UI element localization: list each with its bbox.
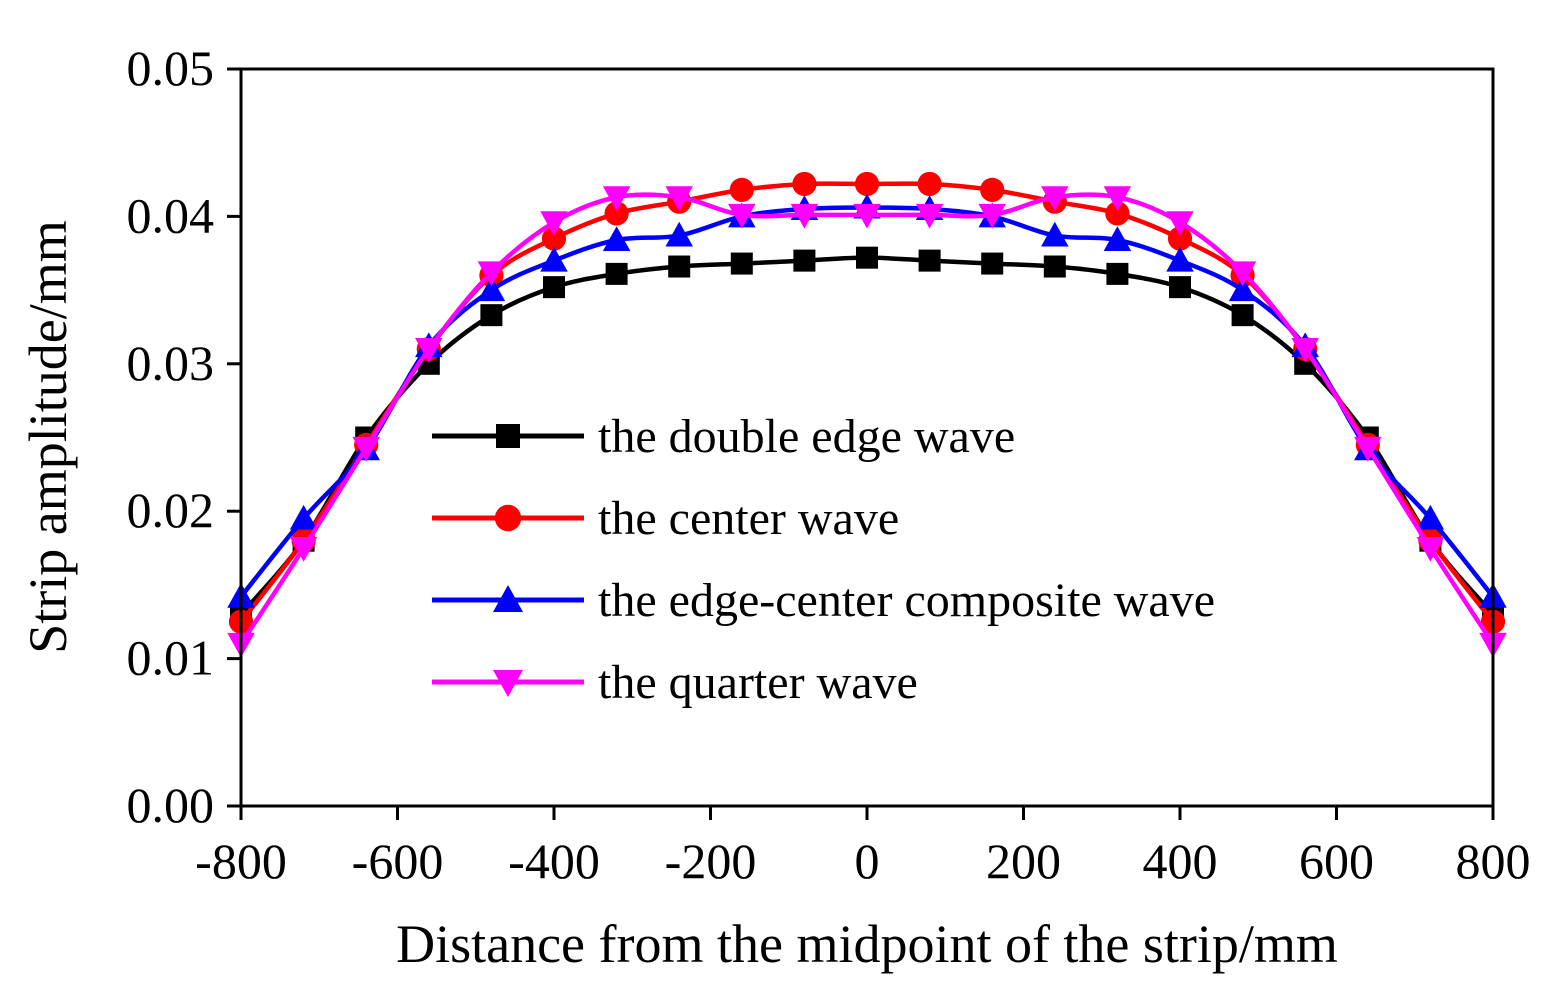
series-2-point-6 [541,226,567,251]
series-1-point-13 [981,252,1004,275]
series-1-point-12 [918,249,941,272]
series-4-point-10 [790,203,819,229]
series-3-point-8 [665,221,693,247]
series-4-point-15 [1103,186,1132,211]
series-2-point-7 [604,201,629,226]
series-3-point-5 [477,276,506,302]
x-tick-label-5: 0 [855,833,880,889]
series-1 [230,246,1504,626]
series-3-point-7 [602,226,631,251]
legend-label-3: the edge-center composite wave [598,574,1215,627]
series-2-point-15 [1105,201,1130,226]
series-4-point-9 [728,203,756,229]
legend: the double edge wave the center wave the e… [432,410,1215,709]
legend-label-1: the double edge wave [598,410,1015,463]
series-1-point-14 [1043,255,1066,278]
series-4-point-4 [415,338,443,363]
legend-marker-3 [493,585,523,612]
series-4-point-2 [289,537,318,562]
series-1-point-10 [793,249,816,272]
series-3-point-15 [1103,226,1132,251]
legend-label-2: the center wave [598,492,899,545]
y-axis-title: Strip amplitude/mm [18,220,78,653]
series-2-point-10 [792,171,817,197]
series-4-point-6 [540,211,568,237]
series-1-point-16 [1169,276,1191,299]
series-4-point-12 [915,203,944,229]
x-tick-label-9: 800 [1456,833,1531,889]
series-4-point-18 [1291,338,1319,363]
series-4-point-11 [853,203,881,229]
series-2 [228,171,1506,634]
series-1-point-17 [1231,304,1254,327]
series-layer [227,171,1507,658]
series-4-point-17 [1228,261,1257,287]
x-tick-label-2: -600 [352,833,444,889]
series-2-point-12 [917,171,942,197]
series-1-point-8 [668,255,691,278]
legend-marker-1 [496,424,520,448]
legend-marker-2 [494,504,522,532]
y-tick-label-5: 0.04 [127,187,215,243]
series-4-point-13 [978,203,1006,229]
legend-label-4: the quarter wave [598,656,918,709]
x-tick-label-6: 200 [986,833,1061,889]
series-3-point-17 [1228,276,1257,302]
x-axis-title: Distance from the midpoint of the strip/… [396,914,1338,974]
x-tick-label-3: -400 [508,833,600,889]
series-4-point-8 [665,186,693,211]
series-1-point-7 [605,262,628,285]
x-tick-label-4: -200 [665,833,757,889]
series-4-point-19 [1354,436,1382,462]
x-tick-label-1: -800 [195,833,287,889]
series-4-point-14 [1041,186,1069,211]
series-1-point-6 [543,276,565,299]
series-3-point-2 [289,504,318,530]
y-tick-label-3: 0.02 [127,482,215,538]
series-1-point-9 [730,252,753,275]
series-4-point-16 [1166,211,1194,237]
series-3-point-16 [1166,246,1194,272]
series-2-point-13 [980,177,1005,202]
x-tick-label-8: 600 [1299,833,1374,889]
series-1-point-15 [1106,262,1129,285]
y-tick-label-6: 0.05 [127,40,215,96]
series-3-point-20 [1416,504,1445,530]
x-tick-label-7: 400 [1143,833,1218,889]
series-3-point-14 [1041,221,1069,247]
series-1-point-5 [480,304,503,327]
series-4-point-20 [1416,537,1445,562]
y-tick-label-1: 0.00 [127,777,215,833]
tick-layer: -800 -600 -400 -200 0 200 400 600 800 0.00 0.01 0.0… [127,40,1531,889]
series-4-point-7 [602,186,631,211]
series-4-point-3 [352,436,380,462]
series-2-point-9 [729,177,754,202]
series-1-point-11 [856,246,878,269]
series-4-point-5 [477,261,506,287]
series-4 [227,186,1507,658]
series-2-point-16 [1167,226,1193,251]
legend-marker-4 [493,670,523,697]
y-tick-label-2: 0.01 [127,630,215,686]
series-3-point-6 [540,246,568,272]
y-tick-label-4: 0.03 [127,335,215,391]
series-2-point-11 [854,171,880,197]
